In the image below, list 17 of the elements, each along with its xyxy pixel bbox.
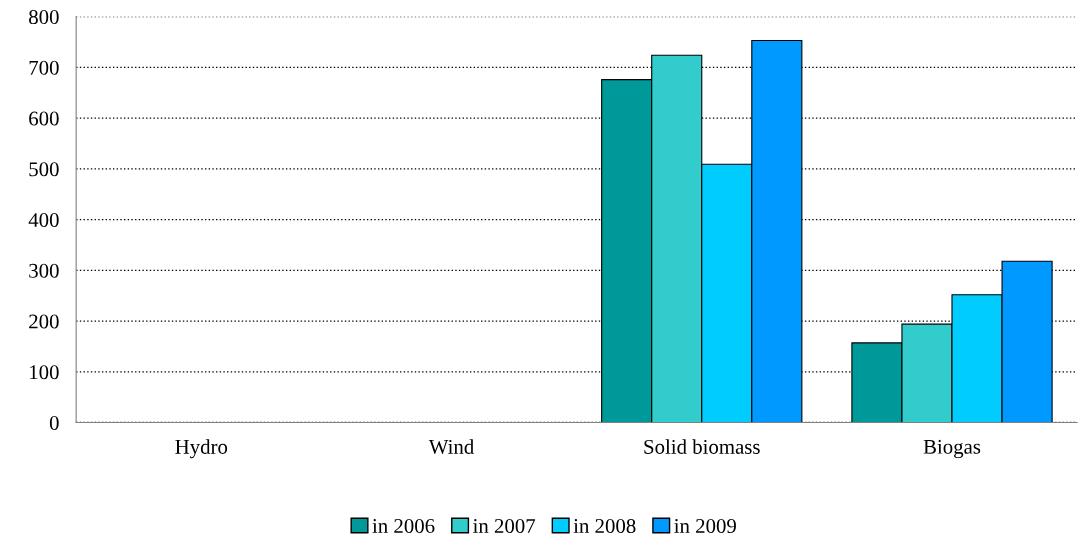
x-tick-label: Solid biomass: [644, 439, 760, 454]
legend-label: in 2008: [573, 518, 636, 534]
y-tick-label: 600: [29, 111, 59, 126]
y-tick-label: 300: [29, 263, 59, 278]
y-tick-label: 0: [49, 415, 59, 430]
legend-label: in 2007: [473, 518, 536, 534]
y-tick-label: 100: [30, 365, 59, 380]
x-tick-label: Biogas: [923, 439, 981, 459]
legend-label: in 2009: [674, 518, 736, 534]
y-tick-label: 700: [29, 60, 59, 75]
y-tick-label: 400: [28, 212, 59, 228]
legend-label: in 2006: [372, 518, 435, 534]
x-tick-label: Hydro: [175, 439, 228, 459]
x-tick-label: Wind: [428, 439, 474, 454]
y-tick-label: 500: [29, 162, 59, 177]
y-tick-label: 800: [29, 10, 59, 25]
y-tick-label: 200: [29, 314, 59, 329]
